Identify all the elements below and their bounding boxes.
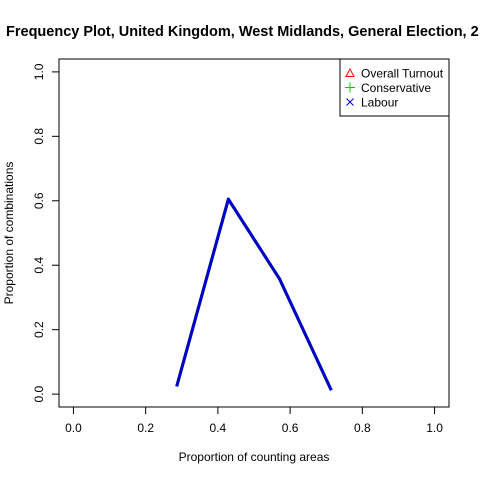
legend-item: Conservative — [345, 81, 431, 95]
series-line — [175, 197, 333, 391]
plot-frame — [58, 58, 450, 408]
legend-item: Overall Turnout — [345, 67, 444, 81]
series-line — [175, 197, 333, 391]
x-tick-label: 0.0 — [65, 421, 82, 435]
legend-box — [339, 58, 450, 117]
y-tick-label: 0.0 — [32, 385, 46, 402]
y-tick-label: 0.8 — [32, 128, 46, 145]
triangle-marker-icon — [345, 67, 355, 77]
y-tick-label: 0.2 — [32, 321, 46, 338]
x-tick-label: 1.0 — [426, 421, 443, 435]
series-layer — [175, 197, 333, 391]
x-tick-label: 0.2 — [137, 421, 154, 435]
legend-label: Conservative — [361, 81, 431, 95]
x-tick-label: 0.6 — [282, 421, 299, 435]
legend-item: Labour — [346, 96, 398, 110]
x-tick-label: 0.4 — [210, 421, 227, 435]
x-axis-label: Proportion of counting areas — [179, 450, 330, 464]
y-tick-label: 0.6 — [32, 192, 46, 209]
x-axis: 0.0 0.2 0.4 0.6 0.8 1.0 — [65, 407, 443, 435]
y-tick-label: 1.0 — [32, 63, 46, 80]
legend-label: Labour — [361, 96, 398, 110]
y-tick-label: 0.4 — [32, 257, 46, 274]
chart-title: Frequency Plot, United Kingdom, West Mid… — [6, 24, 479, 40]
y-axis-label: Proportion of combinations — [2, 162, 16, 305]
plus-marker-icon — [345, 82, 355, 93]
y-axis: 0.0 0.2 0.4 0.6 0.8 1.0 — [32, 63, 59, 402]
x-tick-label: 0.8 — [354, 421, 371, 435]
legend-label: Overall Turnout — [361, 67, 444, 81]
cross-marker-icon — [346, 98, 354, 106]
series-line — [175, 197, 333, 391]
